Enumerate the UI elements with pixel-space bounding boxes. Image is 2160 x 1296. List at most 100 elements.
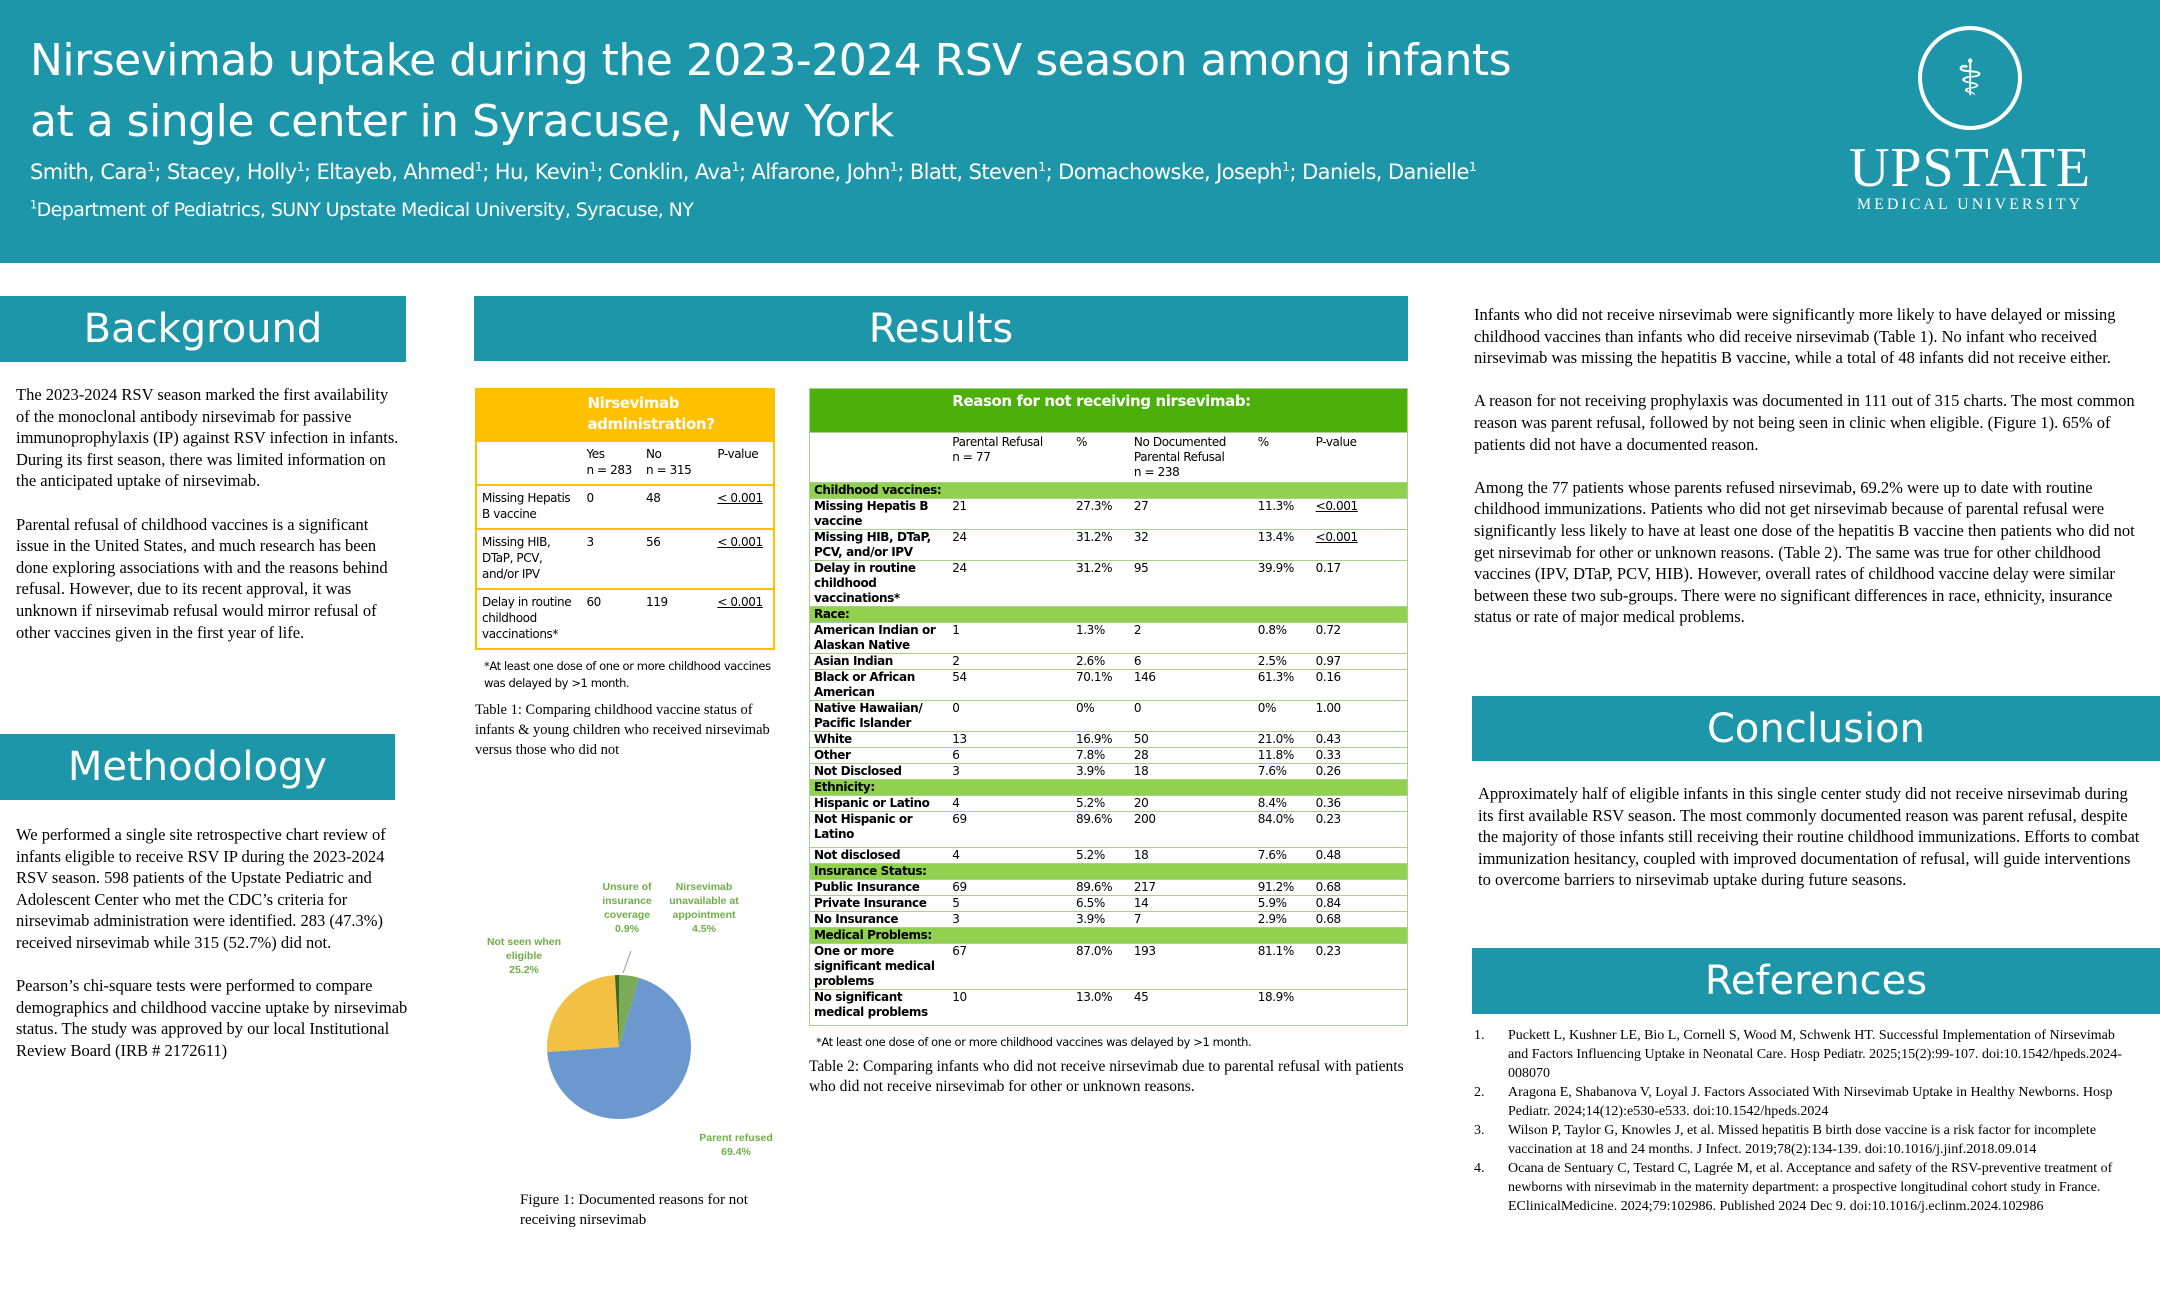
table-section-row: Medical Problems: — [809, 927, 1408, 944]
table-row: Missing Hepatis B vaccine 21 27.3% 27 11.3% <… — [809, 498, 1408, 530]
reference-list: 1. Puckett L, Kushner LE, Bio L, Cornell … — [1474, 1026, 2134, 1216]
table-cell: 81.1% — [1253, 943, 1312, 990]
upstate-logo: ⚕ UPSTATE MEDICAL UNIVERSITY — [1835, 26, 2105, 216]
table-row: Hispanic or Latino 4 5.2% 20 8.4% 0.36 — [809, 795, 1408, 812]
table-cell: 5.9% — [1253, 895, 1312, 912]
findings-paragraph: Among the 77 patients whose parents refu… — [1474, 477, 2135, 627]
column-header: % — [1071, 432, 1130, 483]
table-cell: 4 — [948, 795, 1072, 812]
table-cell: 1 — [948, 622, 1072, 654]
row-label: Black or African American — [809, 669, 949, 701]
author-affiliation-marker: 1 — [1282, 159, 1290, 174]
table-cell: 146 — [1129, 669, 1254, 701]
table-cell: 0.43 — [1311, 731, 1408, 748]
pie-chart — [547, 950, 691, 1119]
table-cell: 6.5% — [1071, 895, 1130, 912]
author-name: Eltayeb, Ahmed — [316, 160, 476, 184]
reference-text: Aragona E, Shabanova V, Loyal J. Factors… — [1508, 1085, 2113, 1119]
table-cell: 5 — [948, 895, 1072, 912]
column-header: P-value — [712, 441, 774, 486]
table-cell: <0.001 — [1311, 498, 1408, 530]
table-cell: 95 — [1129, 560, 1254, 607]
column-header — [809, 432, 949, 483]
table-cell: 7.8% — [1071, 747, 1130, 764]
reference-item: 2. Aragona E, Shabanova V, Loyal J. Facto… — [1474, 1083, 2134, 1121]
table-row: Black or African American 54 70.1% 146 61.3%… — [809, 669, 1408, 701]
row-label: No Insurance — [809, 911, 949, 928]
table-cell: 2 — [1129, 622, 1254, 654]
author: Daniels, Danielle1 — [1302, 160, 1477, 184]
column-header: No n = 315 — [640, 441, 713, 486]
author-name: Blatt, Steven — [909, 160, 1039, 184]
table-cell: 193 — [1129, 943, 1254, 990]
pie-label-unsure: Unsure of insurance coverage 0.9% — [602, 881, 652, 935]
table-cell: 217 — [1129, 879, 1254, 896]
row-label: Native Hawaiian/ Pacific Islander — [809, 700, 949, 732]
table-cell: 18 — [1129, 847, 1254, 864]
reference-item: 4. Ocana de Sentuary C, Testard C, Lagrée… — [1474, 1159, 2134, 1216]
author: Hu, Kevin1 — [495, 160, 597, 184]
background-paragraph: The 2023-2024 RSV season marked the firs… — [16, 385, 399, 491]
column-header: No Documented Parental Refusal n = 238 — [1129, 432, 1254, 483]
table-cell: 0.23 — [1311, 811, 1408, 848]
table-cell: 20 — [1129, 795, 1254, 812]
methodology-text: We performed a single site retrospective… — [16, 824, 408, 1083]
table-row: Public Insurance 69 89.6% 217 91.2% 0.68 — [809, 879, 1408, 896]
author-name: Alfarone, John — [751, 160, 891, 184]
pie-slice-nirsevimab-unavailable-at-appointment — [619, 975, 640, 1047]
row-label: No significant medical problems — [809, 989, 949, 1026]
table-cell: 0.68 — [1311, 879, 1408, 896]
table-header-spacer — [476, 389, 582, 442]
table-cell: 0.48 — [1311, 847, 1408, 864]
row-label: Not Hispanic or Latino — [809, 811, 949, 848]
table-cell: 60 — [581, 589, 641, 650]
table-cell: 0.26 — [1311, 763, 1408, 780]
row-label: Missing Hepatis B vaccine — [809, 498, 949, 530]
column-header — [476, 441, 582, 486]
row-label: Delay in routine childhood vaccinations* — [476, 589, 582, 650]
column-header: P-value — [1311, 432, 1408, 483]
row-label: White — [809, 731, 949, 748]
table-cell: 0.8% — [1253, 622, 1312, 654]
author-name: Conklin, Ava — [609, 160, 732, 184]
row-label: Other — [809, 747, 949, 764]
table-row: Not disclosed 4 5.2% 18 7.6% 0.48 — [809, 847, 1408, 864]
author: Stacey, Holly1 — [167, 160, 305, 184]
table-cell: 0.23 — [1311, 943, 1408, 990]
author-name: Domachowske, Joseph — [1058, 160, 1283, 184]
table-row: Not Hispanic or Latino 69 89.6% 200 84.0% 0.2… — [809, 811, 1408, 848]
table-1-block: Nirsevimab administration? Yes n = 283 No … — [475, 388, 775, 760]
table-header-row: Nirsevimab administration? — [476, 389, 774, 442]
table-section-row: Insurance Status: — [809, 863, 1408, 880]
table-2: Reason for not receiving nirsevimab: Pare… — [809, 388, 1408, 1026]
table-cell: 56 — [640, 529, 713, 590]
table-cell: 0% — [1253, 700, 1312, 732]
table-cell: 4 — [948, 847, 1072, 864]
table-cell: 7 — [1129, 911, 1254, 928]
table-cell: 1.00 — [1311, 700, 1408, 732]
author: Domachowske, Joseph1 — [1058, 159, 1290, 184]
table-cell: 84.0% — [1253, 811, 1312, 848]
table-row: Missing HIB, DTaP, PCV, and/or IPV 3 56 < 0… — [476, 529, 774, 590]
table-cell: 31.2% — [1071, 529, 1130, 561]
table-cell: 0.97 — [1311, 653, 1408, 670]
author-affiliation-marker: 1 — [731, 159, 740, 174]
table-cell: 24 — [948, 529, 1072, 561]
table-section-row: Ethnicity: — [809, 779, 1408, 796]
table-cell: 3 — [948, 911, 1072, 928]
table-1-footnote: *At least one dose of one or more childh… — [484, 659, 771, 690]
section-label: Medical Problems: — [809, 927, 1408, 944]
table-cell: 2.6% — [1071, 653, 1130, 670]
table-cell: 24 — [948, 560, 1072, 607]
table-cell: 0 — [948, 700, 1072, 732]
table-row: Asian Indian 2 2.6% 6 2.5% 0.97 — [809, 653, 1408, 670]
section-label: Insurance Status: — [809, 863, 1408, 880]
table-cell: < 0.001 — [712, 485, 774, 530]
pie-leader-line — [622, 950, 632, 974]
table-cell: 3.9% — [1071, 763, 1130, 780]
author: Smith, Cara1 — [30, 160, 155, 184]
table-cell: 2 — [948, 653, 1072, 670]
table-row: No Insurance 3 3.9% 7 2.9% 0.68 — [809, 911, 1408, 928]
table-cell: 8.4% — [1253, 795, 1312, 812]
table-cell: 0.16 — [1311, 669, 1408, 701]
